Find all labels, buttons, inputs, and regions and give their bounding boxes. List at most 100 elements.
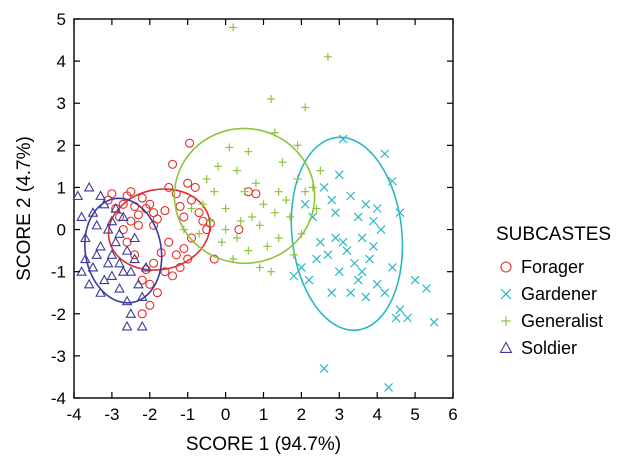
generalist-point: [263, 242, 272, 251]
generalist-point: [232, 233, 241, 242]
gardener-point-stroke-b: [338, 237, 348, 247]
gardener-point-stroke-b: [346, 288, 356, 298]
gardener-point-stroke-b: [372, 204, 382, 213]
soldier-point: [121, 320, 133, 331]
generalist-point: [229, 23, 238, 32]
gardener-point-stroke-b: [334, 170, 344, 180]
soldier-confidence-ellipse: [84, 197, 163, 304]
gardener-point: [353, 275, 363, 285]
forager-point: [152, 288, 162, 298]
generalist-point: [316, 166, 325, 175]
gardener-point: [334, 170, 344, 180]
gardener-point-stroke-b: [372, 279, 382, 289]
gardener-point-stroke-b: [346, 191, 356, 201]
y-tick-label: 3: [57, 94, 66, 113]
gardener-point: [312, 254, 321, 264]
generalist-point: [255, 263, 264, 272]
forager-point: [164, 182, 174, 192]
soldier-point: [110, 236, 122, 247]
gardener-point-stroke-b: [338, 134, 348, 144]
gardener-point-stroke-b: [315, 237, 325, 247]
gardener-point-stroke-b: [403, 313, 412, 323]
generalist-point: [267, 95, 276, 104]
generalist-point: [210, 187, 219, 196]
x-tick-label: -3: [104, 405, 119, 424]
generalist-point: [232, 166, 241, 175]
soldier-point: [110, 202, 122, 213]
gardener-point-stroke-b: [387, 176, 397, 186]
generalist-point: [248, 212, 257, 221]
forager-point: [194, 208, 204, 218]
legend-marker-gardener: [500, 288, 512, 300]
series-gardener: [289, 134, 439, 392]
soldier-point: [76, 211, 87, 221]
forager-point: [179, 243, 189, 254]
forager-point: [107, 189, 117, 199]
generalist-point: [293, 175, 302, 184]
gardener-point-stroke-b: [368, 241, 378, 251]
forager-point: [145, 300, 155, 310]
generalist-point: [301, 103, 310, 112]
y-tick-label: 2: [57, 136, 66, 155]
gardener-point-stroke-b: [357, 267, 367, 277]
gardener-point: [410, 275, 420, 285]
gardener-point-stroke-b: [410, 275, 420, 285]
gardener-point-stroke-b: [422, 284, 431, 293]
gardener-point-stroke-b: [376, 225, 386, 234]
gardener-point-stroke-b: [350, 258, 359, 268]
gardener-point: [376, 225, 386, 234]
forager-point: [118, 225, 128, 235]
soldier-point: [87, 261, 99, 272]
forager-point: [179, 212, 189, 222]
gardener-point: [338, 134, 348, 144]
gardener-point-stroke-b: [368, 216, 378, 226]
generalist-point: [198, 200, 207, 209]
forager-point: [167, 159, 178, 169]
gardener-point: [384, 383, 393, 392]
gardener-point-stroke-b: [334, 267, 344, 277]
generalist-point: [267, 267, 276, 276]
soldier-point: [129, 253, 140, 264]
forager-point: [160, 206, 170, 216]
legend-marker-generalist: [501, 316, 511, 326]
soldier-point: [136, 320, 148, 331]
gardener-point: [391, 313, 401, 323]
gardener-point: [323, 250, 333, 260]
x-tick-label: 3: [335, 405, 344, 424]
gardener-point: [350, 258, 359, 268]
y-tick-label: 1: [57, 178, 66, 197]
gardener-point: [365, 254, 375, 264]
gardener-point-stroke-b: [300, 199, 310, 209]
legend: SUBCASTES Forager Gardener Generalist Soldi…: [496, 224, 611, 358]
x-tick-label: -4: [66, 405, 81, 424]
soldier-point: [125, 266, 137, 276]
soldier-point: [91, 219, 103, 230]
forager-point: [137, 193, 147, 203]
gardener-point: [368, 241, 378, 251]
legend-label-generalist: Generalist: [521, 311, 603, 331]
forager-point: [122, 237, 132, 247]
gardener-point: [403, 313, 412, 323]
generalist-point: [289, 250, 298, 259]
legend-title: SUBCASTES: [496, 224, 611, 245]
soldier-point: [83, 278, 95, 289]
generalist-point: [244, 246, 253, 255]
generalist-point: [195, 229, 204, 238]
gardener-point: [346, 191, 356, 201]
gardener-point-stroke-b: [319, 364, 329, 373]
y-tick-label: -3: [51, 347, 66, 366]
gardener-point: [361, 199, 371, 209]
forager-point: [234, 225, 244, 235]
soldier-point: [140, 261, 152, 272]
x-tick-label: 6: [448, 405, 457, 424]
x-tick-label: 5: [410, 405, 419, 424]
generalist-point: [308, 183, 317, 192]
legend-label-forager: Forager: [521, 257, 584, 277]
generalist-point: [255, 221, 264, 230]
gardener-confidence-ellipse: [290, 136, 404, 332]
soldier-point: [114, 228, 125, 238]
gardener-point-stroke-b: [391, 313, 401, 323]
forager-point: [251, 189, 261, 199]
x-tick-label: 1: [259, 405, 268, 424]
